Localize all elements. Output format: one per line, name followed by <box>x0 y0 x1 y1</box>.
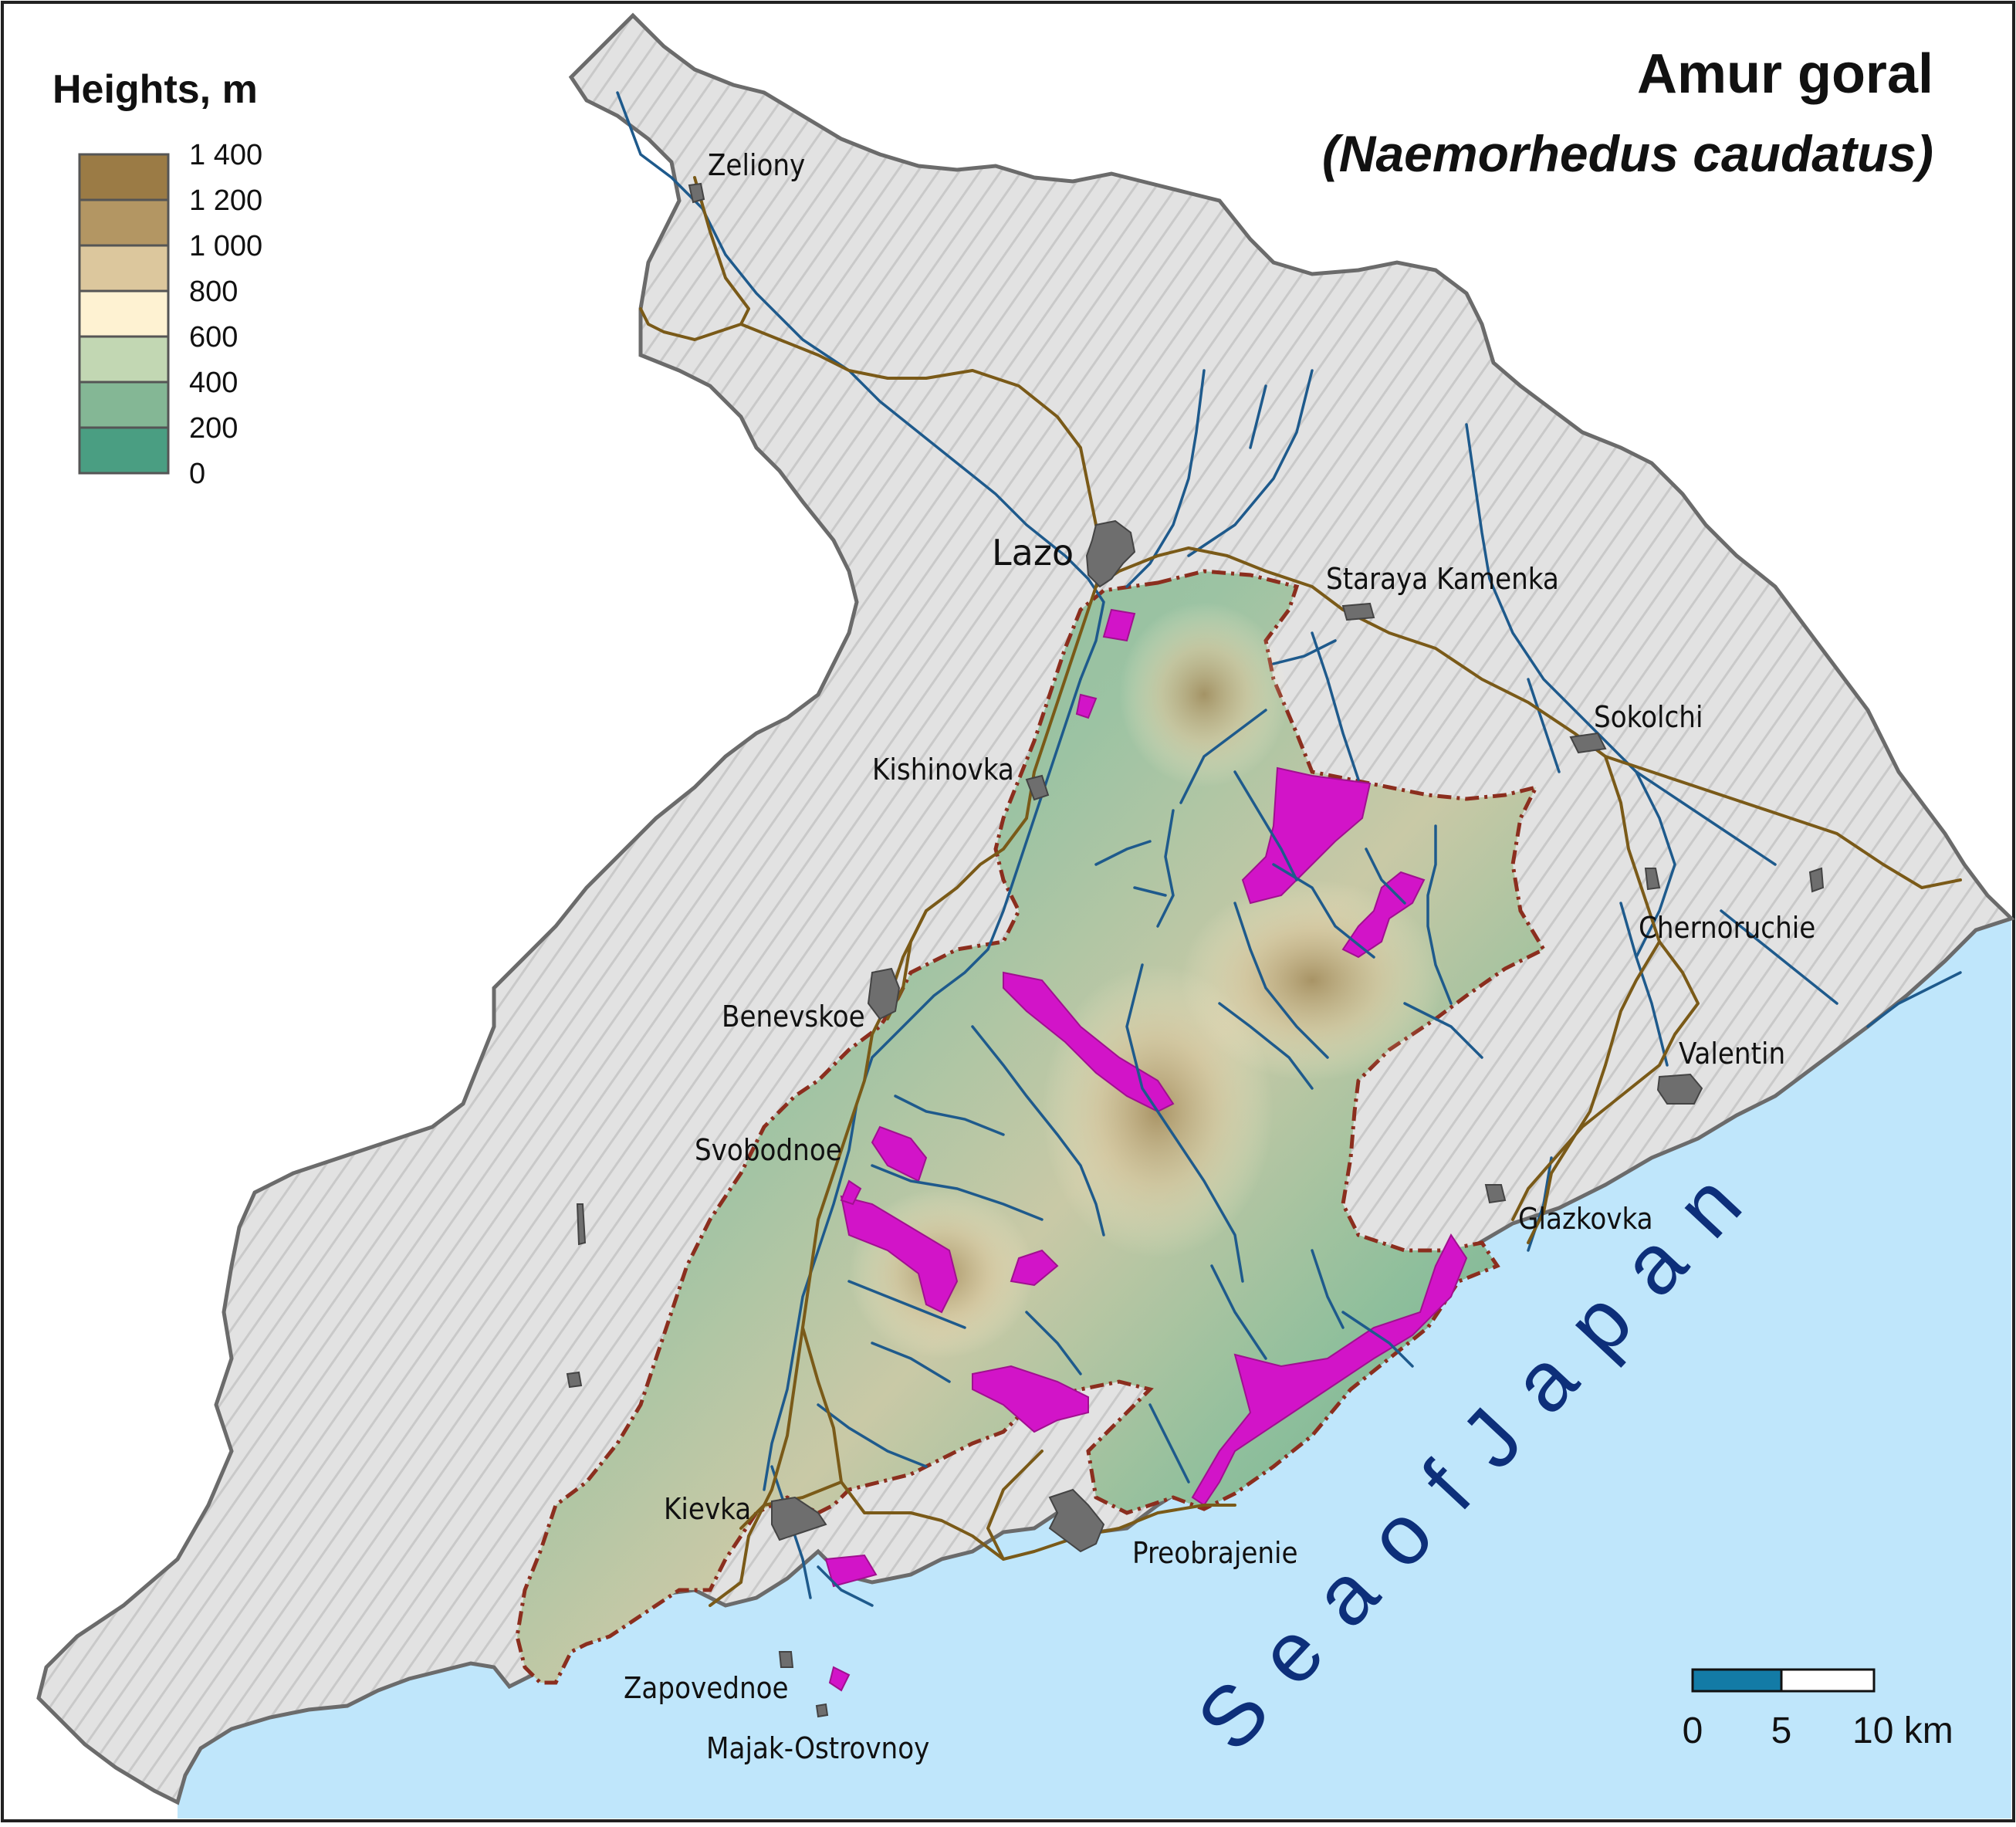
label-sokolchi: Sokolchi <box>1594 700 1703 734</box>
label-zapovednoe: Zapovednoe <box>624 1671 789 1705</box>
legend-value-label: 800 <box>189 276 238 308</box>
label-kishinovka: Kishinovka <box>872 753 1014 787</box>
relief-peak <box>1119 602 1289 787</box>
label-svobodnoe: Svobodnoe <box>695 1133 842 1167</box>
scale-label-0: 0 <box>1683 1710 1703 1751</box>
sea-area <box>178 919 2011 1819</box>
label-glazkovka: Glazkovka <box>1518 1202 1653 1236</box>
legend-value-label: 1 000 <box>189 230 262 262</box>
scale-bar-segment-1 <box>1691 1668 1783 1693</box>
legend-swatch <box>78 289 170 338</box>
scale-bar: 0 5 10 km <box>1683 1668 1953 1751</box>
legend-title: Heights, m <box>52 67 258 112</box>
label-benevskoe: Benevskoe <box>722 1000 865 1034</box>
settlement-marker <box>688 182 705 204</box>
label-lazo: Lazo <box>992 532 1074 573</box>
label-majak-ostrovnoy: Majak-Ostrovnoy <box>706 1731 929 1765</box>
scale-label-5: 5 <box>1771 1710 1792 1751</box>
settlement-marker <box>1484 1184 1507 1204</box>
label-valentin: Valentin <box>1679 1037 1785 1071</box>
settlement-marker <box>576 1203 587 1246</box>
settlement-marker <box>867 967 901 1020</box>
settlement-marker <box>771 1496 827 1541</box>
legend-swatch <box>78 335 170 384</box>
label-staraya-kamenka: Staraya Kamenka <box>1326 562 1559 596</box>
settlements <box>566 182 1825 1718</box>
rivers <box>616 91 1962 1607</box>
settlement-marker <box>1808 867 1825 893</box>
legend-swatch <box>78 426 170 475</box>
settlement-marker <box>1341 602 1375 621</box>
legend-value-label: 1 400 <box>189 139 262 171</box>
scale-bar-segment-2 <box>1780 1668 1876 1693</box>
legend-swatch <box>78 153 170 201</box>
label-chernoruchie: Chernoruchie <box>1639 911 1815 945</box>
height-legend: Heights, m 1 400 1 200 1 000 800 600 400 200 0 <box>52 67 262 490</box>
legend-value-label: 400 <box>189 367 238 399</box>
settlement-marker <box>1569 732 1607 754</box>
settlement-marker <box>566 1371 583 1389</box>
map-title: Amur goral <box>1637 43 1933 105</box>
goral-habitat <box>824 608 1468 1692</box>
settlement-marker <box>815 1703 829 1718</box>
legend-value-label: 0 <box>189 458 205 490</box>
legend-swatch <box>78 244 170 293</box>
legend-value-label: 200 <box>189 412 238 445</box>
settlement-marker <box>1085 519 1136 588</box>
scale-label-10km: 10 km <box>1852 1710 1953 1751</box>
settlement-marker <box>778 1651 794 1668</box>
settlement-labels: Zeliony Lazo Staraya Kamenka Sokolchi Ki… <box>624 148 1815 1765</box>
label-zeliony: Zeliony <box>708 148 805 182</box>
label-preobrajenie: Preobrajenie <box>1132 1536 1298 1570</box>
label-kievka: Kievka <box>664 1492 751 1526</box>
settlement-marker <box>1644 868 1661 891</box>
legend-swatch <box>78 381 170 429</box>
settlement-marker <box>1048 1488 1105 1553</box>
legend-value-label: 600 <box>189 321 238 354</box>
settlement-marker <box>1656 1073 1703 1105</box>
map-subtitle: (Naemorhedus caudatus) <box>1322 125 1933 182</box>
legend-value-label: 1 200 <box>189 184 262 217</box>
settlement-marker <box>1025 774 1050 801</box>
legend-swatch <box>78 198 170 247</box>
